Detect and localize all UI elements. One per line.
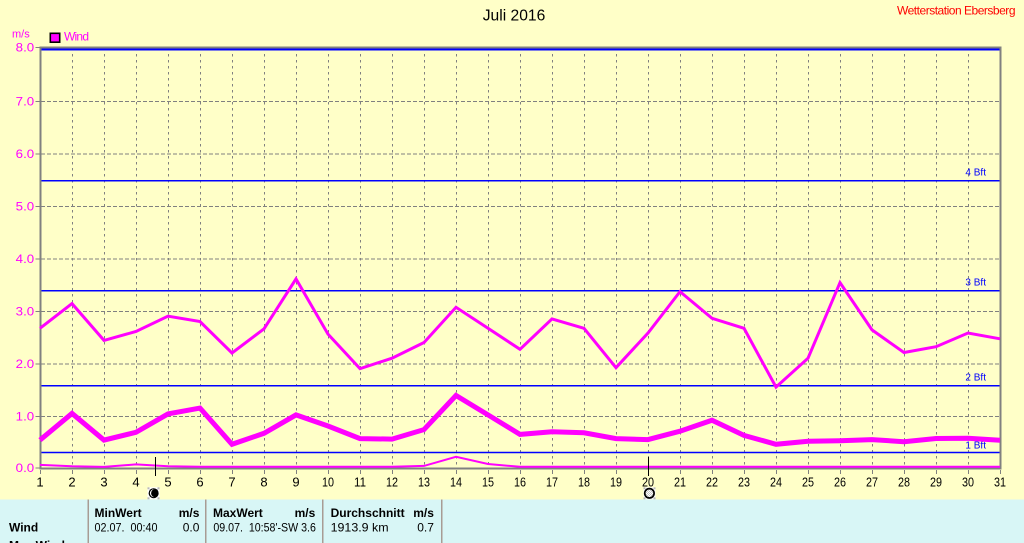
svg-text:10: 10: [322, 475, 334, 490]
svg-text:4: 4: [132, 475, 139, 490]
svg-text:8.0: 8.0: [16, 41, 35, 55]
svg-text:3: 3: [100, 475, 107, 490]
svg-text:15: 15: [482, 475, 494, 490]
svg-text:Wind: Wind: [9, 521, 38, 535]
svg-text:14: 14: [450, 475, 462, 490]
svg-text:17: 17: [546, 475, 558, 490]
svg-text:09.07. 10:58'-SW 3.6: 09.07. 10:58'-SW 3.6: [213, 521, 316, 535]
svg-text:5.0: 5.0: [16, 200, 35, 214]
svg-text:11: 11: [354, 475, 366, 490]
svg-text:20: 20: [642, 475, 654, 490]
svg-text:12: 12: [386, 475, 398, 490]
svg-text:16: 16: [514, 475, 526, 490]
svg-text:Max.Wind: Max.Wind: [9, 538, 65, 543]
svg-text:7: 7: [228, 475, 235, 490]
svg-text:30: 30: [962, 475, 974, 490]
svg-text:5: 5: [164, 475, 171, 490]
svg-text:0.7: 0.7: [417, 521, 434, 535]
svg-text:Durchschnitt: Durchschnitt: [331, 506, 405, 520]
svg-text:21: 21: [674, 475, 686, 490]
svg-text:4.0: 4.0: [16, 252, 35, 266]
svg-text:3.0: 3.0: [16, 305, 35, 319]
svg-text:m/s: m/s: [295, 506, 316, 520]
svg-text:18: 18: [578, 475, 590, 490]
svg-text:MinWert: MinWert: [95, 506, 142, 520]
svg-text:m/s: m/s: [12, 29, 30, 41]
svg-text:0.0: 0.0: [183, 521, 200, 535]
svg-text:1913.9 km: 1913.9 km: [331, 521, 389, 535]
svg-text:28: 28: [898, 475, 910, 490]
svg-text:1: 1: [36, 475, 43, 490]
svg-text:29: 29: [930, 475, 942, 490]
svg-text:25: 25: [802, 475, 814, 490]
svg-text:6: 6: [196, 475, 203, 490]
svg-text:MaxWert: MaxWert: [213, 506, 263, 520]
svg-text:Juli 2016: Juli 2016: [483, 8, 546, 25]
svg-text:2.0: 2.0: [16, 357, 35, 371]
svg-text:9: 9: [292, 475, 299, 490]
svg-text:26: 26: [834, 475, 846, 490]
svg-text:1 Bft: 1 Bft: [965, 441, 986, 452]
svg-text:31: 31: [994, 475, 1006, 490]
svg-text:4 Bft: 4 Bft: [965, 168, 986, 179]
svg-text:2: 2: [68, 475, 75, 490]
svg-text:Wind: Wind: [64, 30, 89, 44]
svg-text:m/s: m/s: [413, 506, 434, 520]
svg-text:3 Bft: 3 Bft: [965, 278, 986, 289]
svg-text:m/s: m/s: [179, 506, 200, 520]
svg-text:19: 19: [610, 475, 622, 490]
svg-text:8: 8: [260, 475, 267, 490]
svg-text:27: 27: [866, 475, 878, 490]
svg-text:13: 13: [418, 475, 430, 490]
svg-text:02.07. 00:40: 02.07. 00:40: [95, 521, 158, 535]
svg-text:Wetterstation Ebersberg: Wetterstation Ebersberg: [897, 4, 1016, 18]
svg-text:0.0: 0.0: [16, 461, 35, 475]
svg-text:23: 23: [738, 475, 750, 490]
svg-text:7.0: 7.0: [16, 95, 35, 109]
svg-text:2 Bft: 2 Bft: [965, 373, 986, 384]
svg-text:24: 24: [770, 475, 782, 490]
svg-text:22: 22: [706, 475, 718, 490]
svg-text:6.0: 6.0: [16, 147, 35, 161]
svg-text:1.0: 1.0: [16, 410, 35, 424]
